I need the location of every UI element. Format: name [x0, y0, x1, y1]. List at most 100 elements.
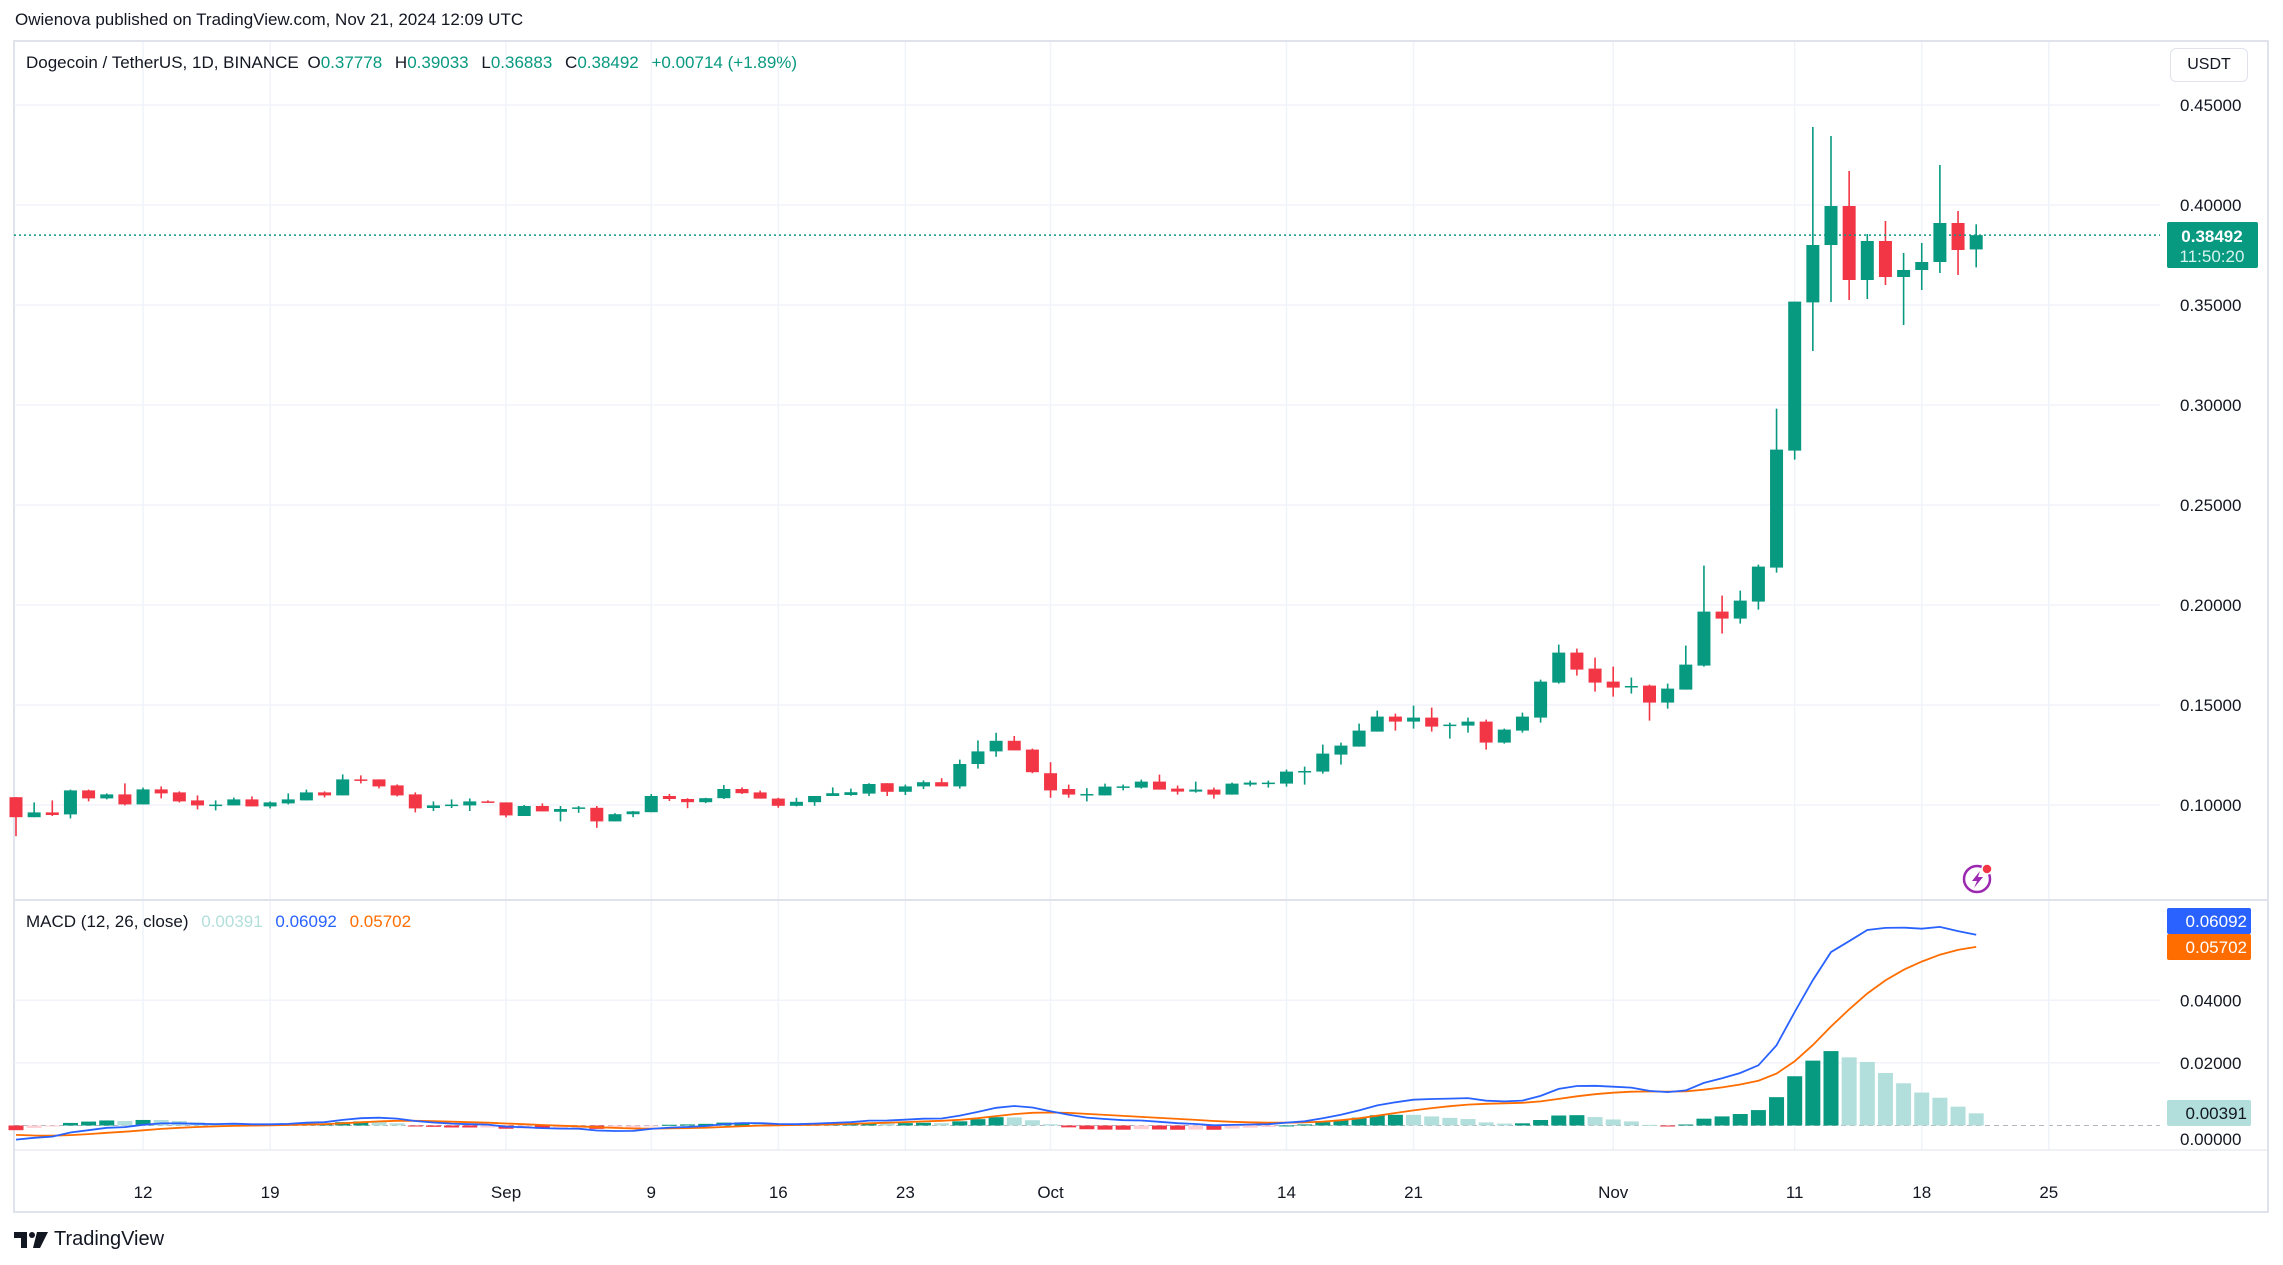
candle[interactable] — [1207, 787, 1221, 799]
candle[interactable] — [953, 759, 967, 789]
candle[interactable] — [572, 806, 586, 813]
alert-lightning-icon[interactable] — [1962, 863, 1993, 894]
candle[interactable] — [1733, 590, 1747, 624]
candle[interactable] — [136, 787, 150, 805]
candle[interactable] — [808, 796, 822, 806]
candle[interactable] — [1352, 723, 1366, 747]
candle[interactable] — [82, 789, 96, 802]
candle[interactable] — [1969, 224, 1983, 268]
candle[interactable] — [1751, 564, 1765, 610]
candle[interactable] — [517, 805, 531, 816]
candle[interactable] — [880, 783, 894, 796]
candle[interactable] — [862, 783, 876, 796]
candle[interactable] — [336, 774, 350, 796]
candle[interactable] — [1062, 784, 1076, 798]
candle[interactable] — [1588, 657, 1602, 692]
price-axis[interactable]: 0.10000 0.15000 0.20000 0.25000 0.30000 0.350… — [2180, 96, 2241, 815]
candle[interactable] — [681, 798, 695, 809]
candle[interactable] — [554, 806, 567, 822]
candle[interactable] — [1624, 677, 1638, 694]
candle[interactable] — [1806, 127, 1820, 351]
candle[interactable] — [1044, 762, 1058, 798]
symbol-legend[interactable]: Dogecoin / TetherUS, 1D, BINANCE O0.3777… — [26, 53, 801, 73]
candle[interactable] — [1770, 408, 1784, 573]
candle[interactable] — [245, 796, 259, 807]
candle[interactable] — [826, 787, 840, 796]
symbol-title[interactable]: Dogecoin / TetherUS, 1D, BINANCE — [26, 53, 299, 72]
candle[interactable] — [1370, 710, 1384, 732]
candle[interactable] — [227, 797, 241, 806]
candle[interactable] — [1897, 253, 1911, 325]
candle[interactable] — [1425, 707, 1439, 732]
candle[interactable] — [989, 732, 1003, 757]
candle[interactable] — [771, 797, 785, 808]
candle[interactable] — [1388, 713, 1402, 731]
candle[interactable] — [191, 795, 204, 810]
candle[interactable] — [426, 801, 440, 811]
candle[interactable] — [372, 779, 386, 789]
candle[interactable] — [1116, 784, 1130, 791]
candle[interactable] — [1098, 783, 1112, 796]
candle[interactable] — [971, 740, 985, 769]
candle[interactable] — [1570, 648, 1584, 676]
candle[interactable] — [499, 802, 513, 818]
candle[interactable] — [590, 806, 604, 828]
candle[interactable] — [735, 787, 749, 794]
candle[interactable] — [263, 801, 277, 809]
candle[interactable] — [1243, 780, 1257, 787]
candle[interactable] — [1915, 243, 1929, 290]
candle[interactable] — [1134, 779, 1148, 789]
currency-button[interactable]: USDT — [2170, 48, 2248, 82]
candle[interactable] — [1152, 774, 1166, 790]
candle[interactable] — [1715, 595, 1729, 634]
candle[interactable] — [662, 794, 676, 801]
candle[interactable] — [1878, 221, 1892, 285]
candle[interactable] — [1679, 645, 1693, 690]
candle[interactable] — [1189, 781, 1203, 793]
candle[interactable] — [1007, 736, 1021, 751]
candle[interactable] — [299, 789, 313, 801]
candle[interactable] — [154, 786, 168, 799]
candle[interactable] — [1261, 780, 1275, 788]
candle[interactable] — [1080, 788, 1094, 802]
candle[interactable] — [390, 784, 404, 797]
candle[interactable] — [1515, 712, 1529, 733]
candle[interactable] — [608, 813, 622, 822]
candle[interactable] — [935, 778, 949, 787]
candle[interactable] — [844, 788, 858, 796]
candle[interactable] — [1316, 744, 1330, 774]
candle[interactable] — [1951, 211, 1965, 275]
candle[interactable] — [1643, 684, 1656, 721]
candle[interactable] — [408, 792, 422, 813]
candle[interactable] — [63, 789, 77, 819]
macd-title[interactable]: MACD (12, 26, close) — [26, 912, 189, 931]
candle[interactable] — [1171, 785, 1185, 795]
candle[interactable] — [717, 785, 731, 799]
candle[interactable] — [1534, 679, 1548, 723]
candle[interactable] — [1225, 782, 1239, 795]
candle[interactable] — [209, 800, 223, 811]
candle[interactable] — [1606, 666, 1620, 697]
candle[interactable] — [917, 780, 930, 789]
candle[interactable] — [626, 811, 640, 818]
candle[interactable] — [1280, 769, 1293, 787]
candle[interactable] — [27, 802, 41, 818]
macd-axis[interactable]: 0.00000 0.02000 0.04000 — [2180, 991, 2241, 1149]
candle[interactable] — [281, 793, 295, 805]
candle[interactable] — [1697, 565, 1711, 667]
candle[interactable] — [481, 800, 495, 803]
candle[interactable] — [45, 800, 59, 816]
candle[interactable] — [1407, 705, 1421, 729]
time-axis[interactable]: 12 19 Sep 9 16 23 Oct 14 21 Nov 11 18 25 — [134, 1183, 2059, 1202]
candle[interactable] — [9, 797, 23, 837]
candle[interactable] — [1334, 742, 1348, 765]
candle[interactable] — [898, 784, 912, 795]
candle[interactable] — [1552, 644, 1566, 684]
candle[interactable] — [789, 797, 803, 807]
macd-legend[interactable]: MACD (12, 26, close) 0.00391 0.06092 0.0… — [26, 912, 419, 932]
candle[interactable] — [445, 799, 459, 808]
candle[interactable] — [118, 783, 132, 806]
candle[interactable] — [1497, 728, 1511, 744]
candle[interactable] — [1298, 766, 1312, 785]
